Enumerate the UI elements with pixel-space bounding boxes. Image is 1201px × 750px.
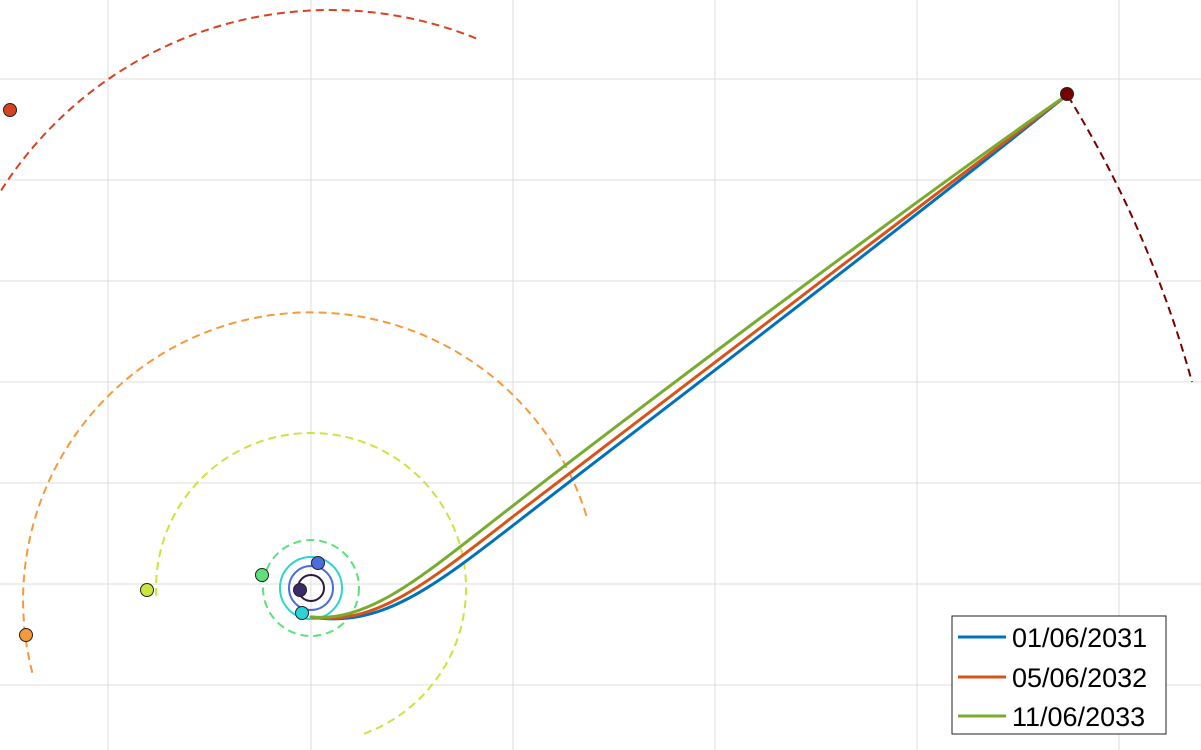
planet-blue-marker [311, 556, 325, 570]
bodies [3, 87, 1074, 642]
trajectory-3 [309, 93, 1069, 619]
planet-lime-marker [140, 583, 154, 597]
legend: 01/06/2031 05/06/2032 11/06/2033 [951, 615, 1167, 735]
target-marker [1060, 87, 1074, 101]
orbit-target [1067, 95, 1193, 383]
trajectory-2 [309, 93, 1069, 620]
orbit-green [262, 539, 360, 637]
trajectories [309, 93, 1069, 621]
orbit-blue [288, 565, 334, 611]
orbit-red [0, 9, 477, 194]
planet-green-marker [255, 568, 269, 582]
orbit-orange [22, 311, 588, 675]
planet-inner-marker [293, 583, 307, 597]
planet-cyan-marker [295, 606, 309, 620]
planet-red-marker [3, 103, 17, 117]
orbit-cyan [279, 556, 343, 620]
legend-label-3: 11/06/2033 [1012, 702, 1145, 732]
orbits [0, 9, 1193, 735]
trajectory-1 [309, 93, 1069, 621]
legend-label-2: 05/06/2032 [1012, 663, 1147, 693]
legend-label-1: 01/06/2031 [1012, 623, 1147, 653]
planet-orange-marker [19, 628, 33, 642]
orbit-lime [155, 432, 467, 735]
